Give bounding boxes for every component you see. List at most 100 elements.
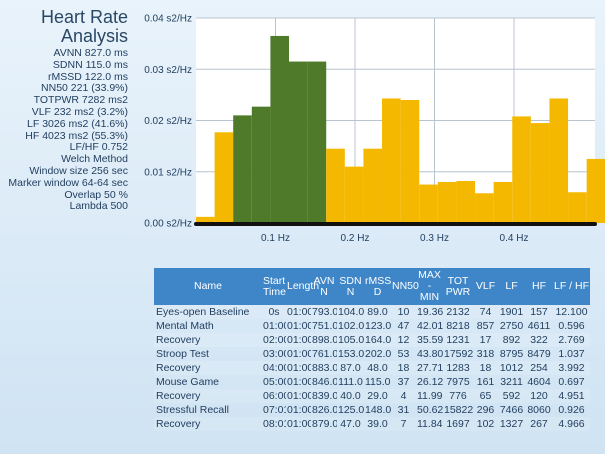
table-cell: 04:00 <box>262 361 286 375</box>
y-tick-label: 0.00 s2/Hz <box>144 219 192 230</box>
column-header[interactable]: HF <box>525 268 553 305</box>
table-cell: 18 <box>473 361 498 375</box>
table-cell: 761.0 <box>312 348 337 360</box>
spectrum-chart: 0.04 s2/Hz 0.03 s2/Hz 0.02 s2/Hz 0.01 s2/Hz… <box>130 8 605 253</box>
metric-item: SDNN 115.0 ms <box>52 58 128 71</box>
segment-name-cell: Eyes-open Baseline <box>154 305 262 319</box>
table-cell: 4.951 <box>553 389 590 403</box>
spectrum-bar <box>512 116 531 223</box>
metric-item: Marker window 64-64 sec <box>8 176 128 189</box>
table-cell: 3.992 <box>553 361 590 375</box>
table-cell: 17592 <box>444 348 473 360</box>
table-cell: 50.62 <box>417 404 443 416</box>
table-cell: 267 <box>525 417 553 431</box>
table-row[interactable]: Mental Math01:0001:00751.0102.0123.04742… <box>154 319 590 333</box>
table-cell: 115.0 <box>365 376 391 388</box>
page-title-line2: Analysis <box>60 26 128 46</box>
table-cell: 01:00 <box>263 320 286 332</box>
table-cell: 18 <box>391 361 416 375</box>
table-cell: 47 <box>397 320 410 332</box>
spectrum-bar <box>307 61 327 223</box>
table-cell: 35.59 <box>416 333 443 347</box>
spectrum-bar <box>586 158 605 223</box>
table-cell: 06:00 <box>262 389 286 403</box>
table-cell: 1697 <box>443 417 473 431</box>
table-cell: 322 <box>525 333 553 347</box>
table-cell: 07:01 <box>263 404 286 416</box>
column-header[interactable]: VLF <box>473 268 498 305</box>
table-cell: 7975 <box>446 376 470 388</box>
table-row[interactable]: Recovery06:0001:00839.040.029.0411.99776… <box>154 389 590 403</box>
table-cell: 592 <box>498 389 525 403</box>
metric-item: Window size 256 sec <box>29 164 128 177</box>
table-cell: 0s <box>262 305 286 319</box>
column-header[interactable]: Length <box>286 268 319 305</box>
table-cell: 102 <box>473 417 498 431</box>
table-cell: 8795 <box>499 348 524 360</box>
table-cell: 74 <box>473 305 498 319</box>
column-header[interactable]: LF <box>498 268 525 305</box>
table-cell: 01:00 <box>286 361 311 375</box>
table-cell: 120 <box>525 389 553 403</box>
table-cell: 08:01 <box>262 417 286 431</box>
table-cell: 02:00 <box>262 333 286 347</box>
table-row[interactable]: Eyes-open Baseline 0s 01:00 793.0 104.0 89.0 1… <box>154 305 590 319</box>
spectrum-bar <box>326 148 345 223</box>
column-header[interactable]: MAX - MIN <box>416 268 443 305</box>
page-title-line1: Heart Rate <box>40 7 128 27</box>
table-cell: 776 <box>443 389 473 403</box>
table-cell: 01:00 <box>287 348 311 360</box>
spectrum-bar <box>549 98 569 223</box>
column-header[interactable]: Start Time <box>262 268 286 305</box>
table-cell: 0.926 <box>558 404 585 416</box>
table-cell: 11.84 <box>416 417 443 431</box>
table-row[interactable]: Recovery04:0001:00883.087.048.01827.7112… <box>154 361 590 375</box>
table-cell: 1901 <box>498 305 525 319</box>
segment-name-cell: Recovery <box>154 389 262 403</box>
table-cell: 4 <box>391 389 416 403</box>
table-cell: 01:00 <box>286 333 311 347</box>
table-cell: 87.0 <box>337 361 364 375</box>
table-cell: 39.0 <box>364 417 391 431</box>
column-header[interactable]: AVN N <box>311 268 337 305</box>
table-cell: 2750 <box>499 320 524 332</box>
table-row[interactable]: Recovery02:0001:00898.0105.0164.01235.59… <box>154 333 590 347</box>
spectrum-bar <box>270 35 290 223</box>
spectrum-bar <box>382 98 401 223</box>
column-header[interactable]: LF / HF <box>553 268 590 305</box>
table-cell: 892 <box>498 333 525 347</box>
table-cell: 89.0 <box>364 305 391 319</box>
table-cell: 1327 <box>498 417 525 431</box>
table-cell: 879.0 <box>311 417 337 431</box>
column-header[interactable]: NN50 <box>391 268 419 305</box>
table-cell: 8218 <box>446 320 470 332</box>
table-cell: 01:00 <box>286 305 311 319</box>
column-header[interactable]: Name <box>154 268 262 305</box>
table-cell: 12.100 <box>553 305 590 319</box>
table-cell: 839.0 <box>311 389 337 403</box>
segment-name-cell: Recovery <box>154 361 262 375</box>
spectrum-bar <box>233 115 252 223</box>
spectrum-bar <box>419 184 438 223</box>
table-cell: 40.0 <box>337 389 364 403</box>
column-header[interactable]: rMSS D <box>364 268 391 305</box>
x-tick-label: 0.1 Hz <box>261 233 290 244</box>
table-cell: 01:00 <box>286 417 311 431</box>
table-cell: 102.0 <box>338 320 364 332</box>
spectrum-bar <box>344 166 364 223</box>
column-header[interactable]: SDN N <box>337 268 364 305</box>
column-header[interactable]: TOT PWR <box>443 268 473 305</box>
table-cell: 1012 <box>498 361 525 375</box>
table-cell: 2132 <box>443 305 473 319</box>
table-row[interactable]: Recovery08:0101:00879.047.039.0711.84169… <box>154 417 590 431</box>
segment-name-cell: Mental Math <box>156 320 214 332</box>
metric-item: LF 3026 ms2 (41.6%) <box>27 117 128 130</box>
table-cell: 4611 <box>527 320 551 332</box>
metric-item: AVNN 827.0 ms <box>53 47 129 59</box>
table-row[interactable]: Stressful Recall 07:0101:00826.0125.0148.… <box>154 403 590 417</box>
metric-item: rMSSD 122.0 ms <box>48 70 128 83</box>
table-cell: 10 <box>391 305 416 319</box>
